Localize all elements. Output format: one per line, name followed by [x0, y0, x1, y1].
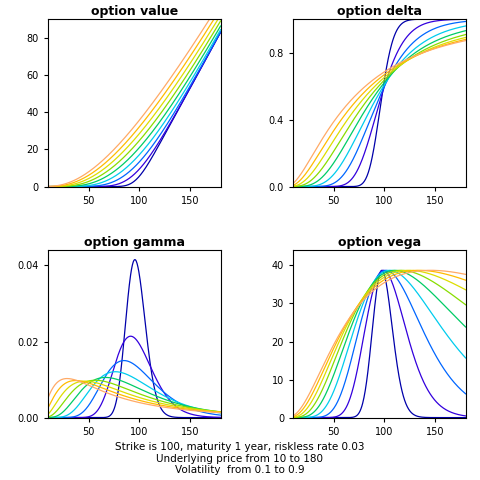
Text: Strike is 100, maturity 1 year, riskless rate 0.03
Underlying price from 10 to 1: Strike is 100, maturity 1 year, riskless… [115, 442, 365, 475]
Title: option value: option value [91, 5, 178, 18]
Title: option delta: option delta [337, 5, 422, 18]
Title: option vega: option vega [338, 236, 421, 249]
Title: option gamma: option gamma [84, 236, 185, 249]
